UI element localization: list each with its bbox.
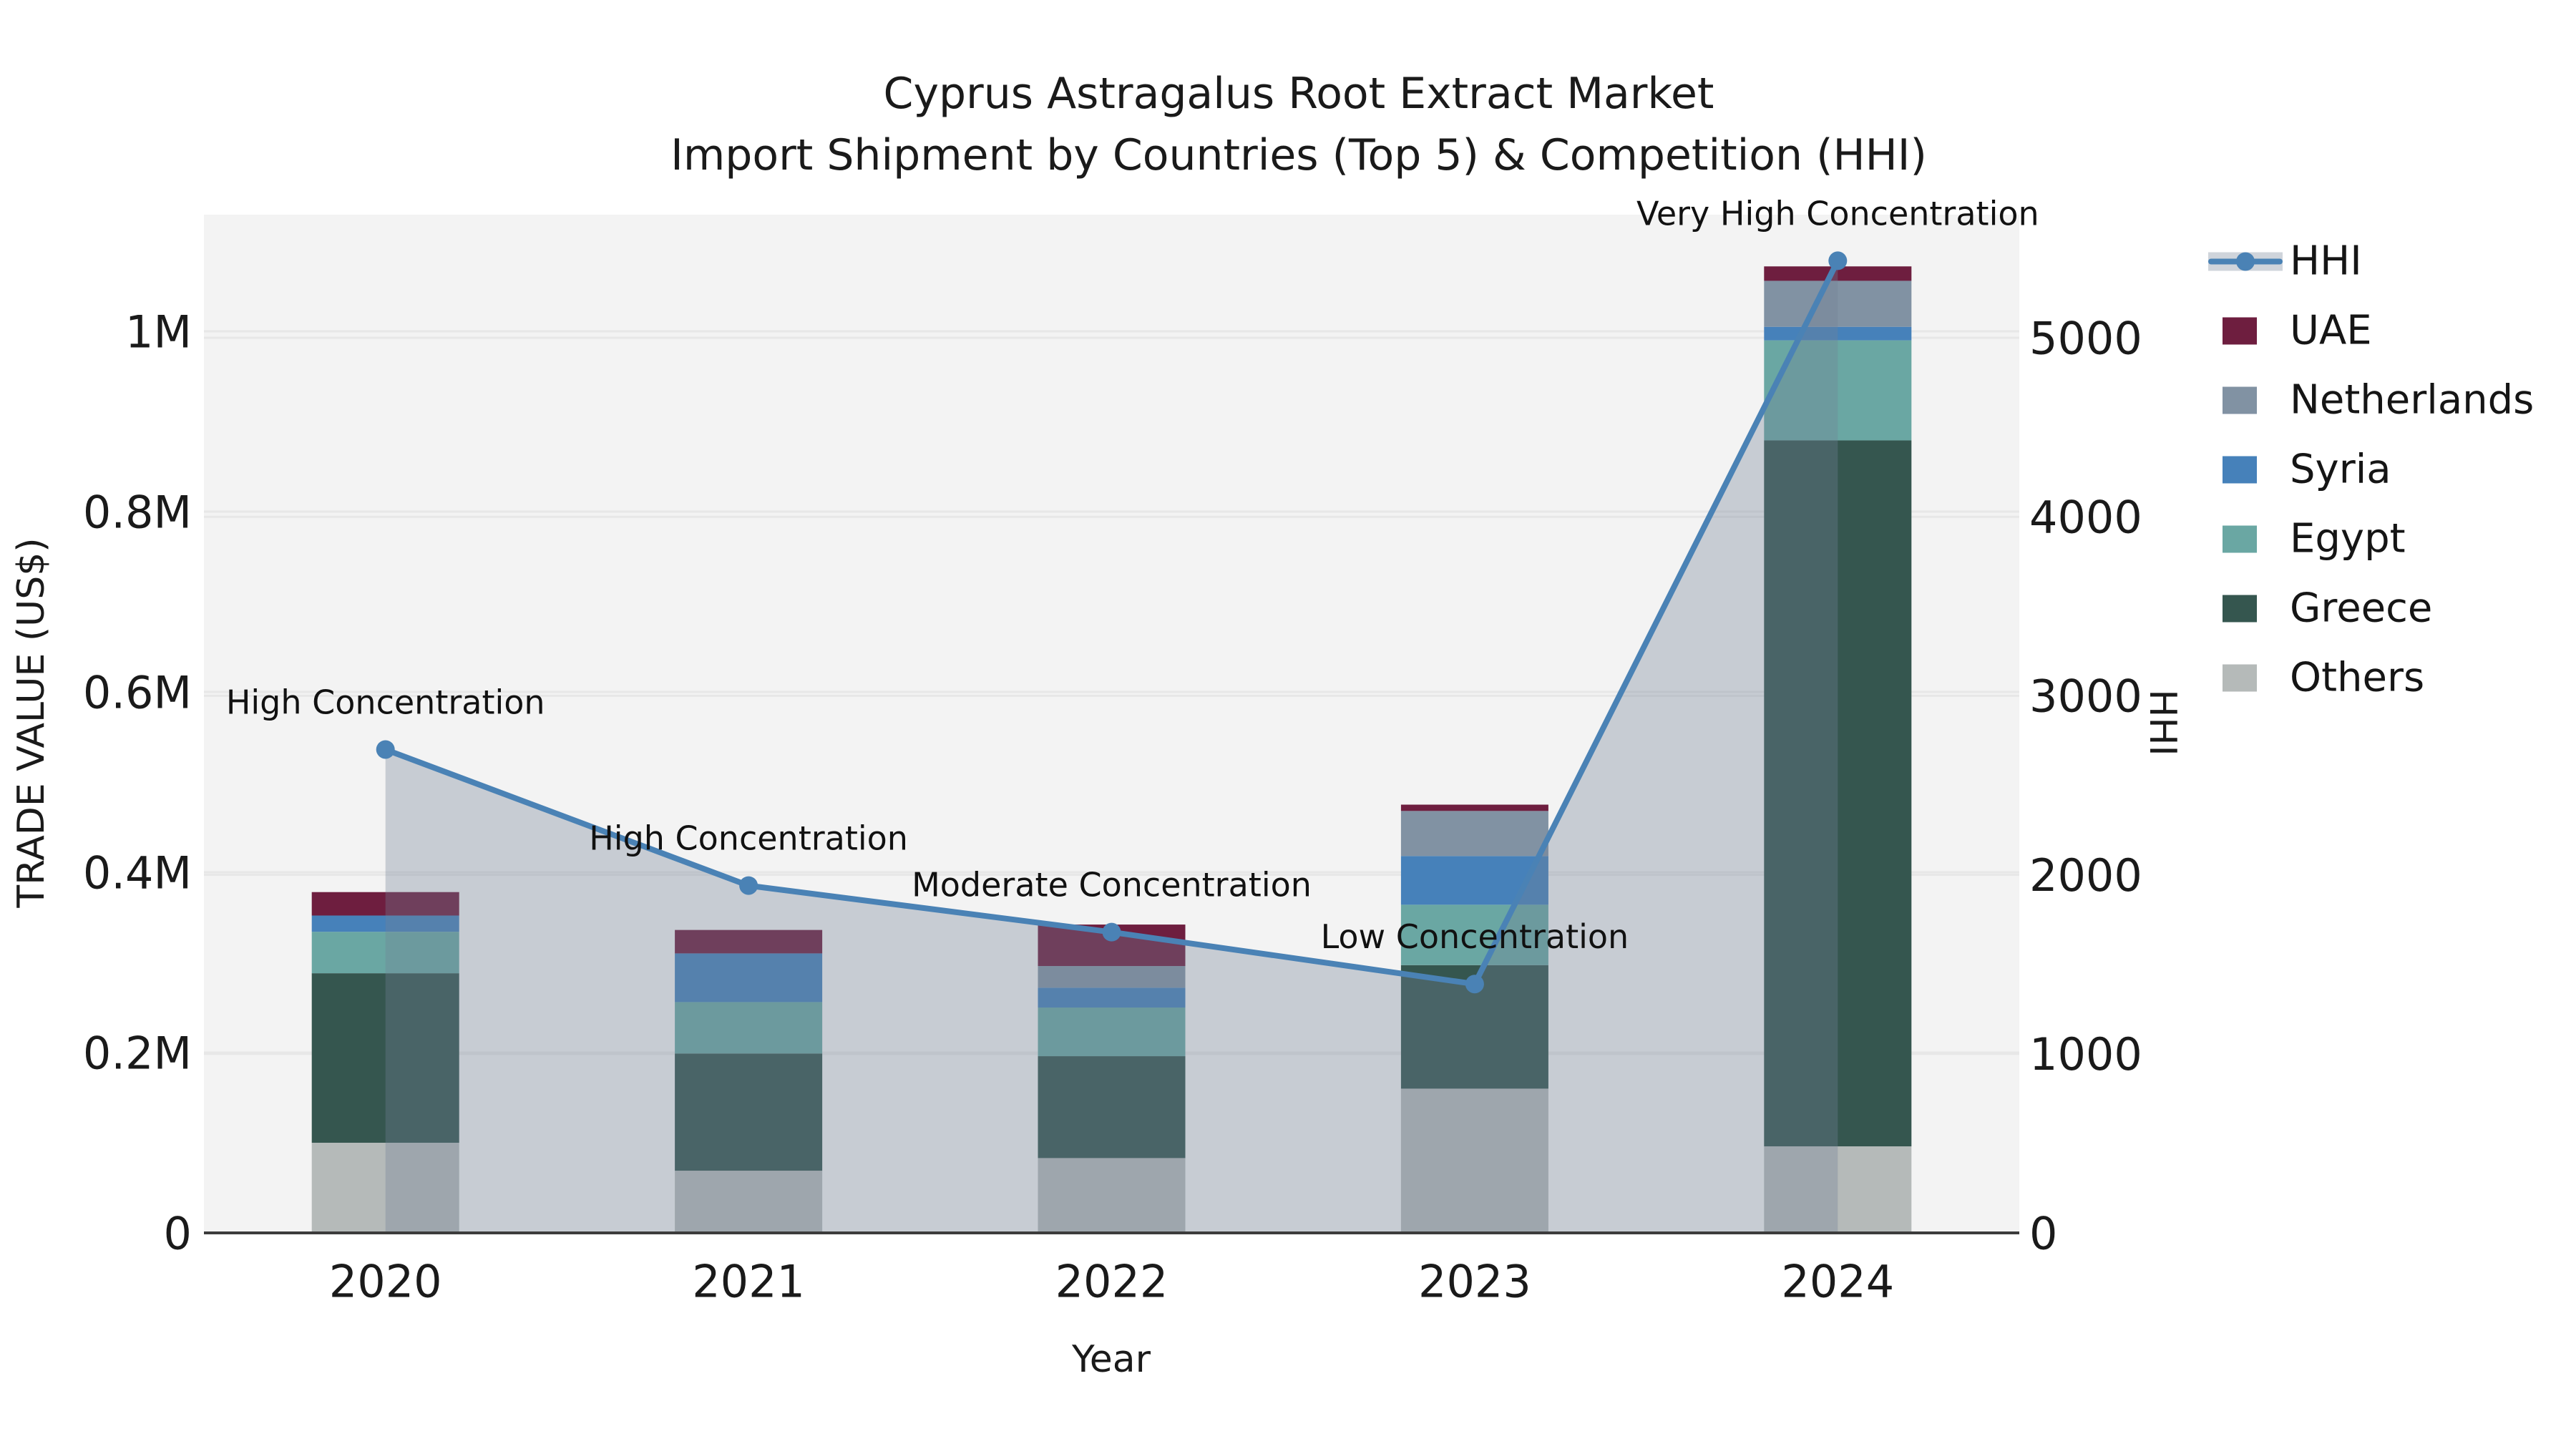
hhi-marker-2024: [1828, 251, 1848, 270]
bar-2024-greece: [1764, 440, 1912, 1147]
y-left-axis-title: TRADE VALUE (US$): [10, 537, 53, 908]
hhi-marker-2022: [1102, 922, 1121, 942]
bar-2021-syria: [675, 953, 823, 1002]
annotation-2020: High Concentration: [226, 683, 545, 721]
y-left-tick-0.6M: 0.6M: [83, 666, 192, 718]
legend-label-others: Others: [2290, 654, 2425, 701]
bar-2020-others: [311, 1143, 459, 1233]
bar-2022-egypt: [1038, 1008, 1186, 1057]
bar-2023-netherlands: [1400, 811, 1548, 857]
y-left-tick-0.8M: 0.8M: [83, 486, 192, 538]
color-swatch-icon: [2208, 316, 2290, 345]
swatch-others: [2223, 664, 2257, 691]
y-right-tick-5000: 5000: [2029, 312, 2142, 364]
y-right-tick-4000: 4000: [2029, 492, 2142, 544]
color-swatch-icon: [2208, 525, 2290, 553]
bar-2022-netherlands: [1038, 966, 1186, 988]
annotation-2023: Low Concentration: [1321, 917, 1629, 956]
x-tick-2022: 2022: [1055, 1255, 1169, 1307]
swatch-netherlands: [2223, 386, 2257, 414]
x-axis-title: Year: [1071, 1338, 1151, 1381]
legend-label-egypt: Egypt: [2290, 515, 2406, 562]
legend-label-uae: UAE: [2290, 307, 2372, 354]
annotation-2022: Moderate Concentration: [912, 866, 1312, 904]
bar-2024-others: [1764, 1146, 1912, 1233]
legend-item-hhi[interactable]: HHI: [2208, 238, 2362, 285]
bar-2022-syria: [1038, 987, 1186, 1008]
bar-2024-uae: [1764, 266, 1912, 281]
swatch-uae: [2223, 317, 2257, 344]
bar-2021-others: [675, 1171, 823, 1233]
bar-2022-greece: [1038, 1056, 1186, 1158]
legend-label-syria: Syria: [2290, 446, 2391, 493]
y-right-axis-title: HHI: [2141, 689, 2184, 756]
color-swatch-icon: [2208, 594, 2290, 623]
x-tick-2023: 2023: [1418, 1255, 1531, 1307]
legend-item-greece[interactable]: Greece: [2208, 585, 2432, 632]
bar-2020-egypt: [311, 932, 459, 974]
x-tick-2021: 2021: [692, 1255, 805, 1307]
y-right-tick-2000: 2000: [2029, 849, 2142, 902]
bar-2020-greece: [311, 973, 459, 1143]
bar-2022-others: [1038, 1158, 1186, 1233]
y-left-tick-1M: 1M: [125, 306, 192, 358]
y-right-tick-1000: 1000: [2029, 1028, 2142, 1080]
legend-item-syria[interactable]: Syria: [2208, 447, 2391, 493]
legend-label-greece: Greece: [2290, 585, 2433, 632]
legend-item-netherlands[interactable]: Netherlands: [2208, 377, 2534, 424]
hhi-marker-2020: [376, 740, 395, 759]
color-swatch-icon: [2208, 663, 2290, 692]
chart-title-line1: Cyprus Astragalus Root Extract Market: [883, 69, 1714, 119]
legend-item-egypt[interactable]: Egypt: [2208, 516, 2406, 562]
swatch-greece: [2223, 595, 2257, 622]
bar-2023-others: [1400, 1088, 1548, 1233]
legend-item-others[interactable]: Others: [2208, 655, 2424, 701]
bar-2020-syria: [311, 915, 459, 932]
hhi-marker-2023: [1465, 975, 1484, 994]
bar-2021-uae: [675, 930, 823, 954]
swatch-syria: [2223, 456, 2257, 483]
legend-label-netherlands: Netherlands: [2290, 376, 2534, 424]
color-swatch-icon: [2208, 455, 2290, 484]
legend-label-hhi: HHI: [2290, 238, 2362, 285]
bar-2020-uae: [311, 892, 459, 916]
hhi-marker-2021: [739, 876, 758, 895]
x-tick-2024: 2024: [1781, 1255, 1894, 1307]
y-left-tick-0: 0: [164, 1207, 192, 1259]
y-right-tick-3000: 3000: [2029, 670, 2142, 723]
y-left-tick-0.2M: 0.2M: [83, 1027, 192, 1079]
annotation-2024: Very High Concentration: [1636, 194, 2039, 233]
bar-2023-egypt: [1400, 904, 1548, 965]
bar-2024-netherlands: [1764, 280, 1912, 327]
annotation-2021: High Concentration: [589, 819, 908, 858]
legend-item-uae[interactable]: UAE: [2208, 308, 2372, 354]
color-swatch-icon: [2208, 386, 2290, 414]
y-left-tick-0.4M: 0.4M: [83, 847, 192, 899]
x-tick-2020: 2020: [329, 1255, 442, 1307]
swatch-egypt: [2223, 525, 2257, 552]
hhi-line-swatch-icon: [2208, 247, 2290, 275]
chart-title-line2: Import Shipment by Countries (Top 5) & C…: [670, 130, 1927, 180]
bar-2021-greece: [675, 1053, 823, 1171]
bar-2023-uae: [1400, 804, 1548, 811]
hhi-marker-glyph: [2236, 252, 2255, 270]
bar-2021-egypt: [675, 1002, 823, 1054]
y-right-tick-0: 0: [2029, 1207, 2057, 1259]
